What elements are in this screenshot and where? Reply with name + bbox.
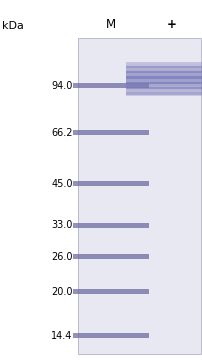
Bar — [73, 289, 149, 294]
Bar — [126, 90, 202, 91]
Bar — [126, 68, 202, 69]
Bar — [126, 75, 202, 76]
Bar — [126, 92, 202, 93]
Bar — [126, 81, 202, 83]
Bar — [126, 82, 202, 84]
Bar — [126, 62, 202, 63]
Text: 33.0: 33.0 — [51, 220, 73, 230]
Bar — [126, 95, 202, 96]
Text: 45.0: 45.0 — [51, 179, 73, 189]
Bar — [126, 65, 202, 66]
Bar — [126, 94, 202, 95]
Bar — [126, 87, 202, 89]
Bar — [126, 88, 202, 90]
Bar — [126, 86, 202, 87]
Bar — [73, 255, 149, 260]
Text: 14.4: 14.4 — [51, 330, 73, 341]
Bar — [126, 67, 202, 68]
Bar — [73, 181, 149, 186]
Bar — [126, 63, 202, 64]
Bar — [126, 66, 202, 68]
Bar — [126, 71, 202, 72]
Bar — [126, 87, 202, 88]
Bar — [126, 80, 202, 81]
Bar — [126, 76, 202, 78]
Text: 94.0: 94.0 — [51, 81, 73, 91]
Bar — [126, 93, 202, 94]
Bar — [126, 83, 202, 84]
Bar — [78, 38, 201, 354]
Bar — [73, 223, 149, 228]
Bar — [126, 69, 202, 70]
Text: M: M — [106, 18, 116, 31]
Text: 26.0: 26.0 — [51, 252, 73, 262]
Bar — [126, 74, 202, 75]
Bar — [126, 77, 202, 78]
Bar — [73, 130, 149, 135]
Bar — [126, 85, 202, 86]
Bar — [126, 81, 202, 82]
Bar — [126, 64, 202, 65]
Text: 66.2: 66.2 — [51, 127, 73, 138]
Text: 20.0: 20.0 — [51, 287, 73, 297]
Bar — [126, 72, 202, 73]
Bar — [126, 71, 202, 73]
Bar — [126, 79, 202, 80]
Bar — [126, 89, 202, 90]
Bar — [126, 91, 202, 92]
Bar — [126, 93, 202, 95]
Bar — [73, 84, 149, 89]
Bar — [126, 66, 202, 67]
Bar — [126, 78, 202, 79]
Bar — [126, 73, 202, 74]
Bar — [126, 84, 202, 85]
Bar — [126, 70, 202, 71]
Text: kDa: kDa — [2, 21, 24, 31]
Bar — [73, 333, 149, 338]
Text: +: + — [166, 18, 176, 31]
Bar — [126, 76, 202, 77]
